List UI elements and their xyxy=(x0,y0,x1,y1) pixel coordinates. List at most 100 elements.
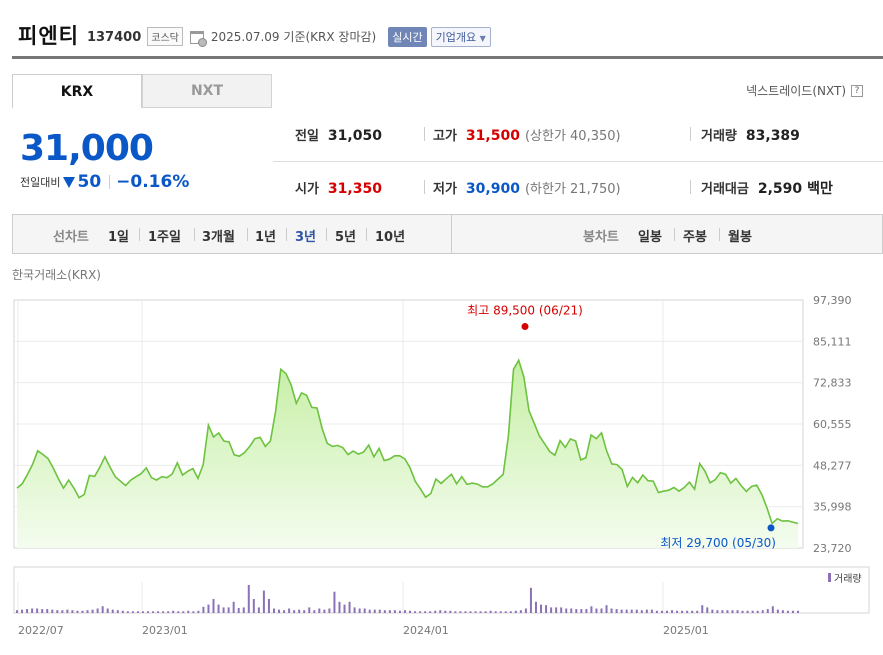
change-percent: −0.16% xyxy=(116,172,190,192)
period-1w[interactable]: 1주일 xyxy=(148,230,181,245)
period-1d[interactable]: 1일 xyxy=(108,230,130,245)
volume-bar xyxy=(540,604,543,613)
volume-bar xyxy=(756,610,759,613)
volume-bar xyxy=(691,610,694,613)
period-10y[interactable]: 10년 xyxy=(375,230,406,245)
volume-bar xyxy=(61,610,64,613)
x-tick-label: 2025/01 xyxy=(663,624,709,637)
divider xyxy=(109,175,111,189)
volume-bar xyxy=(56,610,59,613)
volume-bar xyxy=(393,610,396,613)
volume-bar xyxy=(726,610,729,613)
y-tick-label: 23,720 xyxy=(813,542,852,555)
volume-bar xyxy=(791,610,794,613)
period-3y[interactable]: 3년 xyxy=(295,230,317,245)
volume-bar xyxy=(575,609,578,613)
volume-bar xyxy=(283,610,286,613)
volume-bar xyxy=(489,610,492,613)
volume-bar xyxy=(545,605,548,613)
volume-bar xyxy=(439,610,442,613)
current-price: 31,000 xyxy=(20,128,154,169)
volume-bar xyxy=(338,601,341,613)
x-tick-label: 2023/01 xyxy=(142,624,188,637)
volume-bar xyxy=(706,607,709,613)
volume-bar xyxy=(565,608,568,613)
volume-bar xyxy=(373,609,376,613)
volume-bar xyxy=(681,610,684,613)
volume-bar xyxy=(222,607,225,613)
volume-bar xyxy=(167,611,170,613)
volume-bar xyxy=(605,605,608,613)
volume-bar xyxy=(419,611,422,613)
volume-bar xyxy=(499,611,502,613)
volume-bar xyxy=(534,601,537,613)
volume-bar xyxy=(66,609,69,613)
volume-bar xyxy=(600,608,603,613)
low-marker xyxy=(767,524,775,532)
volume-bar xyxy=(147,611,150,613)
divider xyxy=(286,228,287,241)
change-amount: 50 xyxy=(77,172,102,192)
volume-bar xyxy=(217,604,220,613)
volume-bar xyxy=(182,611,185,613)
tab-krx[interactable]: KRX xyxy=(12,74,142,108)
volume-bar xyxy=(590,606,593,613)
volume-bar xyxy=(671,610,674,613)
volume-bar xyxy=(111,609,114,613)
volume-bar xyxy=(409,610,412,613)
volume-bar xyxy=(262,590,265,613)
header-divider xyxy=(12,56,883,59)
volume-bar xyxy=(121,610,124,613)
volume-bar xyxy=(786,610,789,613)
divider xyxy=(326,228,327,241)
period-1y[interactable]: 1년 xyxy=(255,230,277,245)
tab-nxt[interactable]: NXT xyxy=(142,74,272,108)
period-daily[interactable]: 일봉 xyxy=(638,230,662,245)
volume-bar xyxy=(272,608,275,613)
volume-bar xyxy=(162,611,165,613)
volume-bar xyxy=(464,611,467,613)
period-monthly[interactable]: 월봉 xyxy=(728,230,752,245)
divider xyxy=(424,180,425,194)
chevron-down-icon: ▼ xyxy=(479,33,486,43)
volume-bar xyxy=(278,609,281,613)
divider xyxy=(674,228,675,241)
volume-bar xyxy=(333,591,336,613)
volume-bar xyxy=(449,610,452,613)
volume-bar xyxy=(293,610,296,613)
volume-bar xyxy=(71,610,74,613)
volume-bar xyxy=(665,610,668,613)
volume-bar xyxy=(731,610,734,613)
volume-bar xyxy=(136,611,139,613)
volume-bar xyxy=(484,611,487,613)
period-3m[interactable]: 3개월 xyxy=(202,230,235,245)
volume-bar xyxy=(454,611,457,613)
divider xyxy=(139,228,140,241)
volume-bar xyxy=(519,610,522,613)
volume-bar xyxy=(494,611,497,613)
volume-bar xyxy=(247,585,250,613)
candle-chart-label: 봉차트 xyxy=(583,230,619,245)
volume-bar xyxy=(444,610,447,613)
volume-bar xyxy=(51,609,54,613)
volume-bar xyxy=(126,611,129,613)
volume-bar xyxy=(46,609,49,613)
company-info-dropdown[interactable]: 기업개요 ▼ xyxy=(430,26,491,47)
help-icon[interactable]: ? xyxy=(851,84,863,97)
nxt-link[interactable]: 넥스트레이드(NXT)? xyxy=(746,82,863,99)
volume-bar xyxy=(76,610,79,613)
volume-bar xyxy=(313,610,316,613)
volume-bar xyxy=(781,610,784,613)
volume-bar xyxy=(202,606,205,613)
y-tick-label: 48,277 xyxy=(813,459,852,472)
volume-bar xyxy=(378,609,381,613)
volume-bar xyxy=(212,599,215,613)
volume-bar xyxy=(358,608,361,613)
volume-bar xyxy=(469,611,472,613)
period-weekly[interactable]: 주봉 xyxy=(683,230,707,245)
volume-bar xyxy=(86,610,89,613)
realtime-button[interactable]: 실시간 xyxy=(388,26,427,47)
volume-bar xyxy=(252,599,255,613)
volume-bar xyxy=(655,610,658,613)
period-5y[interactable]: 5년 xyxy=(335,230,357,245)
